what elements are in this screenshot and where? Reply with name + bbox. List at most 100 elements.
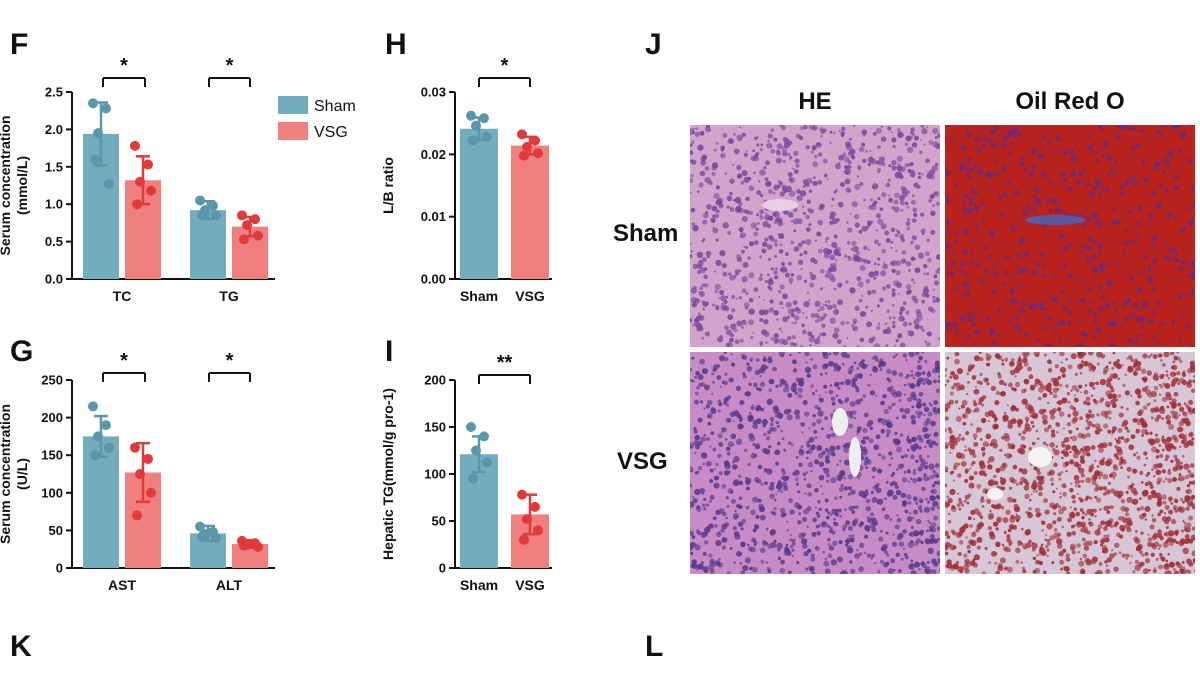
texture-dot [1059,383,1063,387]
texture-dot [810,553,815,558]
texture-dot [702,301,708,308]
texture-dot [823,247,830,255]
texture-dot [1129,151,1132,154]
texture-dot [986,460,990,464]
texture-dot [1033,479,1036,483]
texture-dot [766,181,772,187]
texture-dot [997,374,1002,379]
texture-dot [1120,505,1127,512]
texture-dot [730,294,736,299]
texture-dot [810,274,817,281]
texture-dot [707,421,712,426]
texture-dot [976,427,980,431]
texture-dot [831,401,836,406]
texture-dot [1085,559,1093,566]
texture-dot [866,260,871,265]
texture-dot [999,392,1003,396]
texture-dot [719,250,726,257]
texture-dot [891,268,896,273]
texture-dot [824,304,828,307]
texture-dot [960,503,965,507]
texture-dot [732,410,740,417]
texture-dot [741,319,747,326]
y-tick-label: 0.01 [421,209,446,224]
texture-dot [893,199,899,205]
texture-dot [1184,403,1188,407]
texture-dot [856,433,859,436]
texture-dot [1111,433,1114,436]
texture-dot [1072,410,1079,417]
texture-dot [877,170,880,174]
texture-dot [872,475,875,479]
texture-dot [713,148,717,152]
texture-dot [733,531,740,537]
texture-dot [1006,566,1013,573]
texture-dot [828,389,834,395]
texture-dot [919,529,925,535]
texture-dot [756,387,760,391]
texture-dot [1054,273,1057,277]
texture-dot [966,372,970,376]
texture-dot [810,357,814,361]
texture-dot [937,558,940,563]
texture-dot [1081,515,1085,520]
texture-dot [692,263,699,270]
texture-dot [945,442,949,449]
texture-dot [821,316,825,320]
texture-dot [1106,280,1113,287]
texture-dot [1191,270,1195,277]
texture-dot [869,512,875,517]
texture-dot [1113,542,1120,549]
texture-dot [690,150,694,155]
texture-dot [845,520,851,526]
texture-dot [1046,232,1050,236]
texture-dot [797,520,802,525]
texture-dot [1179,445,1182,448]
texture-dot [790,240,795,245]
texture-dot [1068,429,1073,435]
texture-dot [873,342,881,347]
texture-dot [785,301,792,308]
texture-dot [904,163,910,168]
texture-dot [829,130,833,134]
texture-dot [1170,518,1177,525]
texture-dot [1113,566,1119,572]
texture-dot [1035,429,1039,433]
texture-dot [1061,305,1069,313]
texture-dot [1087,144,1093,151]
texture-dot [1127,365,1132,370]
texture-dot [1083,389,1089,395]
texture-dot [1058,477,1062,481]
texture-dot [984,171,992,178]
texture-dot [764,214,771,221]
texture-dot [920,533,923,536]
texture-dot [1155,492,1162,499]
texture-dot [1154,437,1161,444]
texture-dot [819,372,823,376]
texture-dot [1017,540,1023,547]
texture-dot [826,515,830,520]
texture-dot [976,523,983,530]
texture-dot [1056,407,1062,412]
texture-dot [774,449,781,456]
texture-dot [974,262,980,267]
texture-dot [727,418,732,423]
texture-dot [721,523,728,530]
texture-dot [1075,511,1081,517]
texture-dot [898,372,904,377]
texture-dot [1029,414,1033,418]
texture-dot [1159,552,1163,557]
texture-dot [854,385,859,390]
texture-dot [711,372,715,376]
texture-dot [778,338,786,345]
texture-dot [868,438,874,444]
texture-dot [1087,288,1091,292]
texture-dot [949,451,952,454]
texture-dot [1126,517,1132,523]
texture-dot [817,406,821,411]
texture-dot [854,305,860,312]
texture-dot [789,509,795,515]
texture-dot [930,526,937,533]
data-point-sham [468,473,478,484]
texture-dot [903,470,907,474]
